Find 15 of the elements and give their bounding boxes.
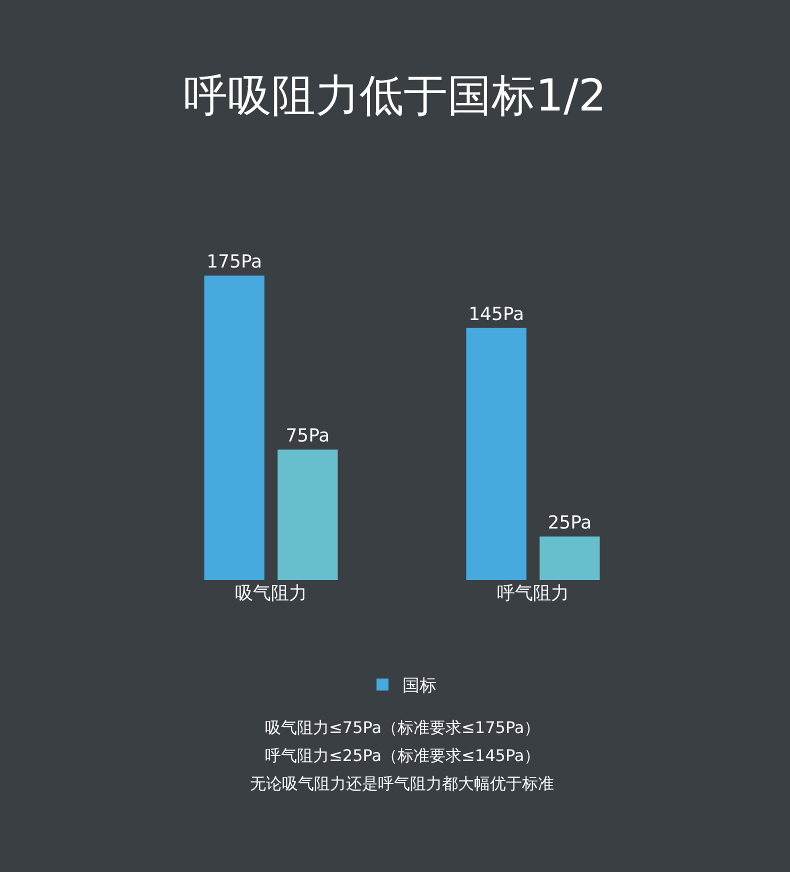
x-tick-label: 呼气阻力 bbox=[497, 583, 569, 604]
text: 呼气阻力≤25Pa（标准要求≤145Pa） bbox=[265, 746, 540, 765]
bar bbox=[278, 450, 338, 580]
x-tick-label: 吸气阻力 bbox=[235, 583, 307, 604]
data-label: 175Pa bbox=[206, 252, 262, 273]
data-label: 75Pa bbox=[286, 426, 330, 447]
text: 吸气阻力≤75Pa（标准要求≤175Pa） bbox=[265, 718, 540, 737]
bar bbox=[540, 536, 600, 580]
legend-label: 国标 bbox=[402, 676, 436, 696]
text: 无论吸气阻力还是呼气阻力都大幅优于标准 bbox=[250, 774, 554, 793]
bar bbox=[466, 328, 526, 580]
data-label: 145Pa bbox=[468, 304, 524, 325]
data-label: 25Pa bbox=[548, 512, 592, 534]
bar bbox=[204, 276, 264, 580]
chart-title: 呼吸阻力低于国标1/2 bbox=[184, 70, 606, 122]
